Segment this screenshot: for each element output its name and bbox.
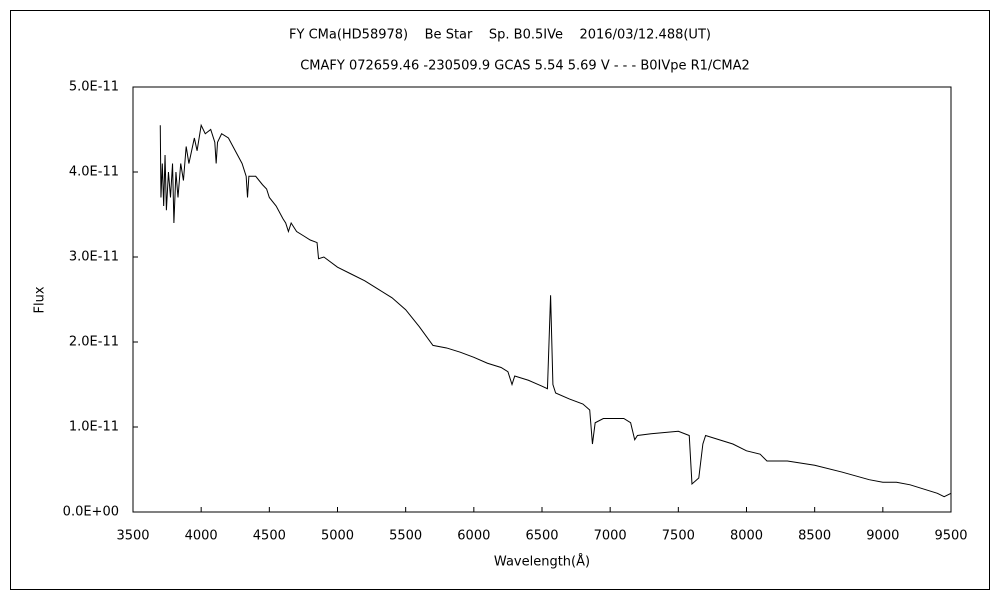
x-tick-label: 8000 [730, 529, 763, 544]
y-tick-label: 1.0E-11 [69, 420, 119, 435]
x-tick-label: 4000 [185, 529, 218, 544]
x-tick-label: 6500 [525, 529, 558, 544]
chart-subtitle: CMAFY 072659.46 -230509.9 GCAS 5.54 5.69… [300, 59, 750, 74]
y-axis-label: Flux [33, 286, 48, 313]
y-tick-label: 5.0E-11 [69, 80, 119, 95]
x-tick-label: 4500 [253, 529, 286, 544]
x-tick-label: 9000 [866, 529, 899, 544]
chart-title: FY CMa(HD58978) Be Star Sp. B0.5IVe 2016… [289, 28, 711, 43]
y-tick-label: 0.0E+00 [63, 505, 119, 520]
x-axis-label: Wavelength(Å) [494, 554, 590, 570]
chart-frame [10, 10, 990, 590]
y-tick-label: 4.0E-11 [69, 165, 119, 180]
x-tick-label: 6000 [457, 529, 490, 544]
y-tick-label: 3.0E-11 [69, 250, 119, 265]
x-tick-label: 8500 [798, 529, 831, 544]
y-tick-label: 2.0E-11 [69, 335, 119, 350]
x-tick-label: 3500 [116, 529, 149, 544]
spectrum-line [159, 123, 952, 498]
x-tick-label: 7500 [662, 529, 695, 544]
x-tick-label: 9500 [934, 529, 967, 544]
x-tick-label: 7000 [594, 529, 627, 544]
x-tick-label: 5500 [389, 529, 422, 544]
x-tick-label: 5000 [321, 529, 354, 544]
